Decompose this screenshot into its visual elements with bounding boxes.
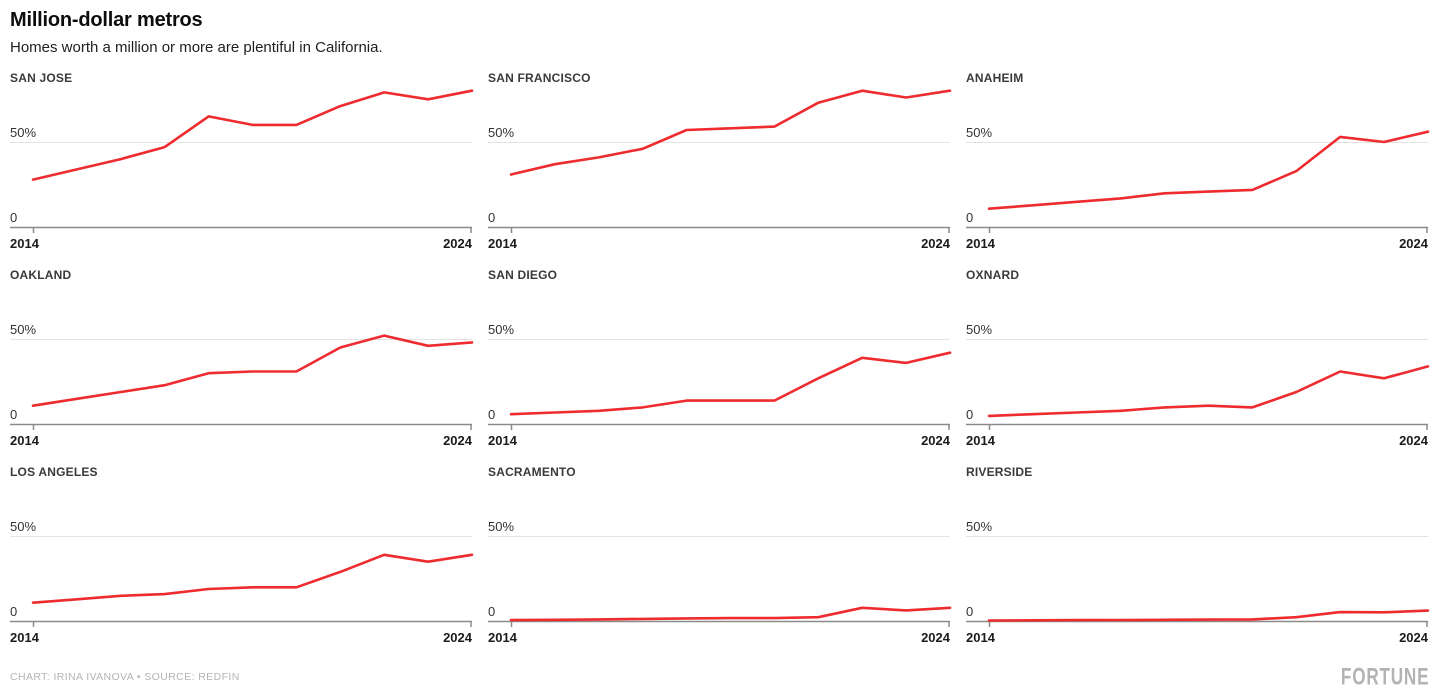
line-chart (488, 339, 952, 430)
trend-line (987, 609, 1430, 622)
trend-line (987, 365, 1430, 418)
y-axis-label-50: 50% (10, 322, 37, 337)
chart-credit: CHART: IRINA IVANOVA • SOURCE: REDFIN (10, 671, 240, 683)
metro-plot: 50% 0 2014 2024 (966, 481, 1430, 645)
chart-footer: CHART: IRINA IVANOVA • SOURCE: REDFIN FO… (10, 662, 1429, 690)
x-axis-labels: 2014 2024 (10, 433, 472, 448)
metro-panel: ANAHEIM 50% 0 2014 2024 (966, 71, 1430, 251)
y-axis-label-50: 50% (10, 125, 37, 140)
fortune-logo: FORTUNE (1340, 662, 1429, 690)
y-axis-label-0: 0 (488, 407, 496, 422)
y-axis-label-0: 0 (966, 604, 974, 619)
metro-name: SAN JOSE (10, 71, 73, 85)
trend-line (31, 89, 474, 181)
small-multiples-grid: SAN JOSE 50% 0 2014 2024 SAN FRANCISCO 5… (10, 71, 1430, 645)
metro-plot: 50% 0 2014 2024 (488, 481, 952, 645)
metro-plot: 50% 0 2014 2024 (10, 284, 474, 448)
y-axis-label-50: 50% (488, 519, 515, 534)
y-axis-label-50: 50% (488, 322, 515, 337)
chart-title: Million-dollar metros (10, 9, 203, 31)
line-chart (966, 339, 1430, 430)
y-axis-label-50: 50% (966, 519, 993, 534)
metro-name: LOS ANGELES (10, 465, 98, 479)
x-axis-label-start: 2014 (10, 236, 39, 251)
x-axis-labels: 2014 2024 (10, 236, 472, 251)
y-axis-label-50: 50% (488, 125, 515, 140)
metro-panel: SAN FRANCISCO 50% 0 2014 2024 (488, 71, 952, 251)
metro-panel: OXNARD 50% 0 2014 2024 (966, 268, 1430, 448)
x-axis-label-start: 2014 (488, 236, 517, 251)
metro-plot: 50% 0 2014 2024 (10, 87, 474, 251)
x-axis-label-start: 2014 (488, 630, 517, 645)
x-axis-label-end: 2024 (1399, 630, 1428, 645)
trend-line (31, 553, 474, 604)
trend-line (31, 334, 474, 407)
metro-panel: SAN DIEGO 50% 0 2014 2024 (488, 268, 952, 448)
y-axis-label-0: 0 (966, 210, 974, 225)
metro-panel: OAKLAND 50% 0 2014 2024 (10, 268, 474, 448)
x-axis-labels: 2014 2024 (10, 630, 472, 645)
line-chart (10, 89, 474, 233)
x-axis-label-end: 2024 (443, 433, 472, 448)
metro-name: SACRAMENTO (488, 465, 576, 479)
line-chart (10, 536, 474, 627)
metro-name: RIVERSIDE (966, 465, 1033, 479)
trend-line (509, 606, 952, 622)
y-axis-label-0: 0 (10, 604, 18, 619)
x-axis-label-start: 2014 (10, 630, 39, 645)
line-chart (488, 89, 952, 233)
trend-line (509, 89, 952, 176)
metro-plot: 50% 0 2014 2024 (488, 284, 952, 448)
x-axis-label-end: 2024 (1399, 433, 1428, 448)
y-axis-label-0: 0 (10, 210, 18, 225)
metro-panel: LOS ANGELES 50% 0 2014 2024 (10, 465, 474, 645)
metro-plot: 50% 0 2014 2024 (488, 87, 952, 251)
metro-panel: SACRAMENTO 50% 0 2014 2024 (488, 465, 952, 645)
metro-name: OXNARD (966, 268, 1020, 282)
metro-plot: 50% 0 2014 2024 (10, 481, 474, 645)
x-axis-labels: 2014 2024 (488, 630, 950, 645)
x-axis-label-end: 2024 (443, 630, 472, 645)
metro-name: SAN DIEGO (488, 268, 558, 282)
y-axis-label-0: 0 (488, 210, 496, 225)
x-axis-label-start: 2014 (966, 630, 995, 645)
y-axis-label-0: 0 (966, 407, 974, 422)
x-axis-labels: 2014 2024 (966, 630, 1428, 645)
metro-plot: 50% 0 2014 2024 (966, 284, 1430, 448)
trend-line (987, 130, 1430, 210)
x-axis-labels: 2014 2024 (488, 236, 950, 251)
line-chart (488, 536, 952, 627)
metro-plot: 50% 0 2014 2024 (966, 87, 1430, 251)
chart-subtitle: Homes worth a million or more are plenti… (10, 39, 383, 56)
metro-name: ANAHEIM (966, 71, 1024, 85)
x-axis-label-start: 2014 (966, 236, 995, 251)
x-axis-labels: 2014 2024 (966, 236, 1428, 251)
metro-name: SAN FRANCISCO (488, 71, 591, 85)
y-axis-label-0: 0 (10, 407, 18, 422)
metro-panel: RIVERSIDE 50% 0 2014 2024 (966, 465, 1430, 645)
line-chart (966, 130, 1430, 233)
line-chart (966, 536, 1430, 627)
x-axis-labels: 2014 2024 (488, 433, 950, 448)
x-axis-label-start: 2014 (10, 433, 39, 448)
x-axis-label-end: 2024 (921, 630, 950, 645)
x-axis-label-end: 2024 (1399, 236, 1428, 251)
trend-line (509, 351, 952, 416)
y-axis-label-50: 50% (10, 519, 37, 534)
x-axis-labels: 2014 2024 (966, 433, 1428, 448)
y-axis-label-50: 50% (966, 125, 993, 140)
x-axis-label-end: 2024 (921, 433, 950, 448)
x-axis-label-end: 2024 (443, 236, 472, 251)
x-axis-label-end: 2024 (921, 236, 950, 251)
x-axis-label-start: 2014 (488, 433, 517, 448)
x-axis-label-start: 2014 (966, 433, 995, 448)
metro-name: OAKLAND (10, 268, 72, 282)
metro-panel: SAN JOSE 50% 0 2014 2024 (10, 71, 474, 251)
line-chart (10, 334, 474, 430)
y-axis-label-50: 50% (966, 322, 993, 337)
y-axis-label-0: 0 (488, 604, 496, 619)
